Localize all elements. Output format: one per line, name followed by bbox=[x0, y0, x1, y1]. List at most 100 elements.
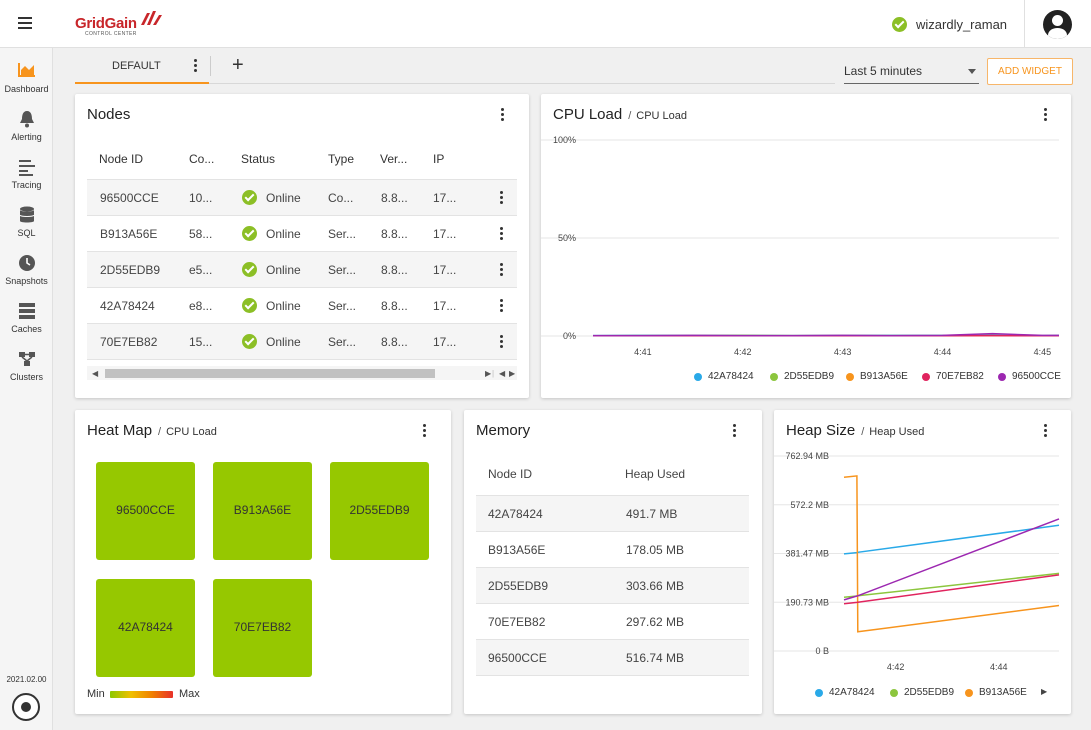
heat-tile[interactable]: 70E7EB82 bbox=[213, 579, 312, 677]
legend-item[interactable]: B913A56E bbox=[965, 687, 1027, 698]
user-status[interactable]: wizardly_raman bbox=[892, 15, 1007, 33]
widget-menu-icon[interactable] bbox=[498, 108, 506, 122]
node-consistent-id: e8... bbox=[189, 299, 213, 313]
sidebar-item-caches[interactable]: Caches bbox=[0, 302, 53, 346]
top-bar: GridGain CONTROL CENTER wizardly_raman bbox=[0, 0, 1091, 48]
legend-label: 42A78424 bbox=[829, 687, 875, 698]
column-header[interactable]: Type bbox=[328, 152, 355, 166]
table-row[interactable]: 96500CCE 10... Online Co... 8.8... 17... bbox=[87, 180, 517, 216]
add-widget-button[interactable]: ADD WIDGET bbox=[987, 58, 1073, 85]
add-tab-icon[interactable]: + bbox=[232, 54, 244, 76]
horizontal-scrollbar[interactable]: ◀ ▶ | ◀ ▶ bbox=[87, 366, 517, 380]
table-row[interactable]: 42A78424 e8... Online Ser... 8.8... 17..… bbox=[87, 288, 517, 324]
widget-title: CPU Load / CPU Load bbox=[553, 106, 688, 123]
row-menu-icon[interactable] bbox=[497, 227, 505, 241]
table-header: Node ID Heap Used bbox=[476, 454, 749, 496]
node-status: Online bbox=[266, 299, 301, 313]
tab-default[interactable]: DEFAULT bbox=[75, 50, 209, 84]
column-header[interactable]: Ver... bbox=[380, 152, 408, 166]
scroll-left-icon[interactable]: ◀ bbox=[92, 369, 99, 378]
legend-item[interactable]: 2D55EDB9 bbox=[890, 687, 954, 698]
column-header[interactable]: IP bbox=[433, 152, 445, 166]
time-range-select[interactable]: Last 5 minutes bbox=[844, 58, 979, 84]
tab-options-icon[interactable] bbox=[191, 59, 199, 73]
node-consistent-id: 10... bbox=[189, 191, 213, 205]
heat-tile[interactable]: 96500CCE bbox=[96, 462, 195, 560]
heat-tile[interactable]: 2D55EDB9 bbox=[330, 462, 429, 560]
row-menu-icon[interactable] bbox=[497, 335, 505, 349]
legend-item[interactable]: 70E7EB82 bbox=[922, 371, 984, 382]
heat-tile-label: 96500CCE bbox=[116, 503, 175, 517]
scroll-left-icon[interactable]: ◀ bbox=[499, 369, 506, 378]
y-tick-label: 0% bbox=[563, 331, 576, 341]
row-menu-icon[interactable] bbox=[497, 263, 505, 277]
column-header[interactable]: Node ID bbox=[99, 152, 144, 166]
node-type: Ser... bbox=[328, 335, 357, 349]
x-tick-label: 4:42 bbox=[887, 662, 905, 672]
node-id: 2D55EDB9 bbox=[100, 263, 161, 277]
column-header[interactable]: Heap Used bbox=[625, 467, 686, 481]
widget-menu-icon[interactable] bbox=[420, 424, 428, 438]
widget-title-text: Heap Size bbox=[786, 422, 856, 439]
legend-item[interactable]: 42A78424 bbox=[815, 687, 875, 698]
heat-tile[interactable]: 42A78424 bbox=[96, 579, 195, 677]
table-row[interactable]: 70E7EB82 297.62 MB bbox=[476, 604, 749, 640]
table-row[interactable]: 42A78424 491.7 MB bbox=[476, 496, 749, 532]
legend-item[interactable]: 2D55EDB9 bbox=[770, 371, 834, 382]
table-row[interactable]: B913A56E 58... Online Ser... 8.8... 17..… bbox=[87, 216, 517, 252]
widget-subtitle: Heap Used bbox=[869, 426, 925, 438]
cpu-load-chart[interactable]: 0% 50% 100% 4:41 4:42 4:43 4:44 4:45 bbox=[541, 130, 1071, 362]
column-header[interactable]: Co... bbox=[189, 152, 215, 166]
node-id: 2D55EDB9 bbox=[488, 579, 549, 593]
legend-dot-icon bbox=[815, 688, 823, 697]
table-row[interactable]: 96500CCE 516.74 MB bbox=[476, 640, 749, 676]
legend-item[interactable]: 96500CCE bbox=[998, 371, 1061, 382]
legend-item[interactable]: 42A78424 bbox=[694, 371, 754, 382]
legend-item[interactable]: B913A56E bbox=[846, 371, 908, 382]
column-header[interactable]: Status bbox=[241, 152, 276, 166]
sidebar-item-tracing[interactable]: Tracing bbox=[0, 158, 53, 202]
sidebar-item-clusters[interactable]: Clusters bbox=[0, 350, 53, 394]
table-row[interactable]: B913A56E 178.05 MB bbox=[476, 532, 749, 568]
heap-used: 516.74 MB bbox=[626, 651, 685, 665]
scroll-right-icon[interactable]: ▶ bbox=[485, 369, 492, 378]
heap-size-chart[interactable]: 0 B 190.73 MB 381.47 MB 572.2 MB 762.94 MB 4:… bbox=[774, 446, 1071, 678]
table-row[interactable]: 70E7EB82 15... Online Ser... 8.8... 17..… bbox=[87, 324, 517, 360]
sidebar-item-sql[interactable]: SQL bbox=[0, 206, 53, 250]
sidebar-item-alerting[interactable]: Alerting bbox=[0, 110, 53, 154]
y-tick-label: 572.2 MB bbox=[790, 500, 829, 510]
widget-menu-icon[interactable] bbox=[1041, 108, 1049, 122]
widget-menu-icon[interactable] bbox=[1041, 424, 1049, 438]
legend-dot-icon bbox=[890, 688, 898, 697]
heap-used: 491.7 MB bbox=[626, 507, 678, 521]
row-menu-icon[interactable] bbox=[497, 299, 505, 313]
heat-tile-label: 2D55EDB9 bbox=[349, 503, 410, 517]
logo[interactable]: GridGain CONTROL CENTER bbox=[75, 9, 165, 39]
x-tick-label: 4:43 bbox=[834, 347, 852, 357]
heat-tile-label: 42A78424 bbox=[118, 620, 173, 634]
menu-icon[interactable] bbox=[18, 17, 34, 31]
heat-tile[interactable]: B913A56E bbox=[213, 462, 312, 560]
row-menu-icon[interactable] bbox=[497, 191, 505, 205]
heap-used: 303.66 MB bbox=[626, 579, 685, 593]
sidebar: Dashboard Alerting Tracing SQL Snapshots… bbox=[0, 48, 53, 730]
node-status: Online bbox=[266, 227, 301, 241]
table-row[interactable]: 2D55EDB9 303.66 MB bbox=[476, 568, 749, 604]
sidebar-item-dashboard[interactable]: Dashboard bbox=[0, 62, 53, 106]
x-tick-label: 4:44 bbox=[990, 662, 1008, 672]
scrollbar-thumb[interactable] bbox=[105, 369, 435, 378]
list-icon bbox=[18, 158, 36, 176]
node-ip: 17... bbox=[433, 227, 457, 241]
table-row[interactable]: 2D55EDB9 e5... Online Ser... 8.8... 17..… bbox=[87, 252, 517, 288]
legend-next-icon[interactable]: ▶ bbox=[1041, 687, 1048, 696]
scroll-right-icon[interactable]: ▶ bbox=[509, 369, 516, 378]
online-check-icon bbox=[242, 262, 257, 277]
sidebar-item-snapshots[interactable]: Snapshots bbox=[0, 254, 53, 298]
legend-dot-icon bbox=[998, 372, 1006, 381]
account-avatar-icon[interactable] bbox=[1043, 10, 1072, 39]
widget-menu-icon[interactable] bbox=[730, 424, 738, 438]
widget-title: Nodes bbox=[87, 106, 131, 123]
column-header[interactable]: Node ID bbox=[488, 467, 533, 481]
node-consistent-id: 58... bbox=[189, 227, 213, 241]
nodes-table: Node ID Co... Status Type Ver... IP 9650… bbox=[87, 138, 517, 360]
